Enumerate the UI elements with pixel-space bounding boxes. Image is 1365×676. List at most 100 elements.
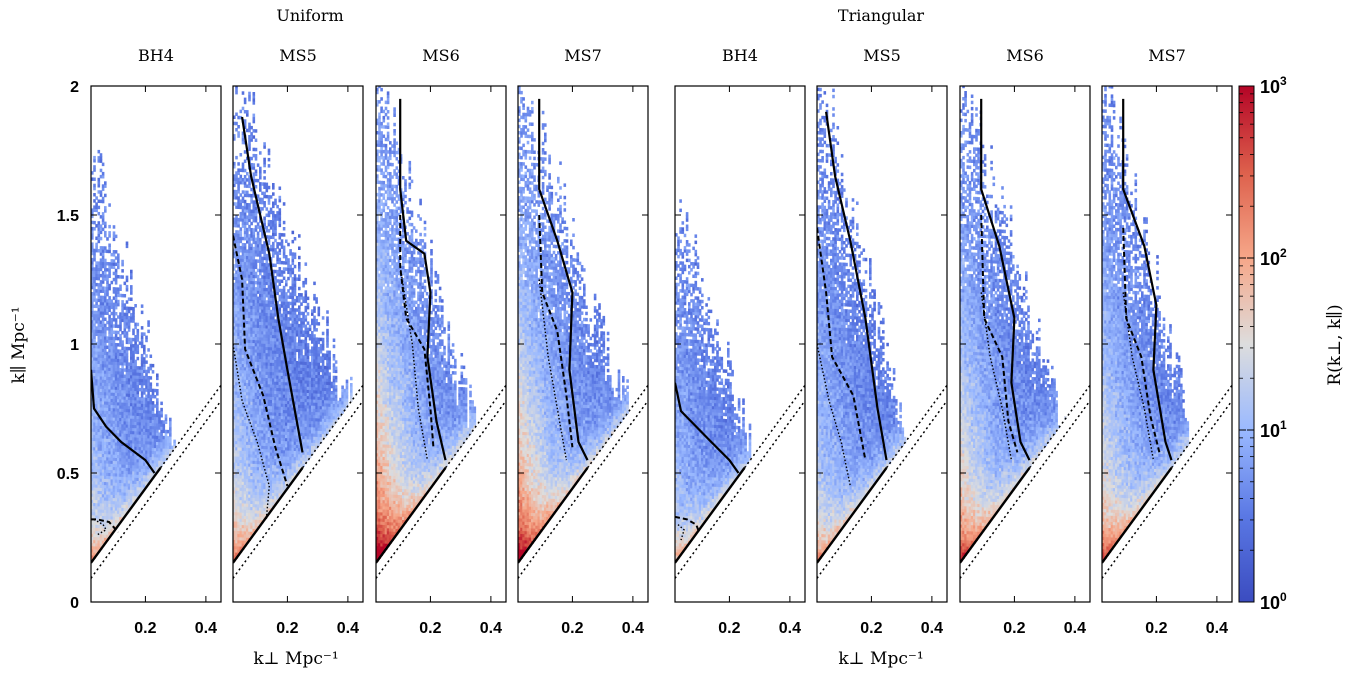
panel-8: MS7 0.2 0.4 <box>1101 46 1233 637</box>
group-title-triangular: Triangular <box>838 6 924 25</box>
x-tick-label: 0.4 <box>1064 620 1086 637</box>
panel-title: MS7 <box>564 46 602 65</box>
contour-solid <box>1122 98 1173 461</box>
contour-dotted <box>1122 292 1155 461</box>
x-tick-label: 0.4 <box>921 620 943 637</box>
panel-6: MS5 0.2 0.4 <box>816 46 948 637</box>
horizon-lines <box>518 98 648 579</box>
x-tick-label: 0.2 <box>860 620 882 637</box>
x-tick-label: 0.4 <box>195 620 217 637</box>
x-tick-label: 0.4 <box>1206 620 1228 637</box>
panel-1: BH4 0.2 0.4 0 0.5 1 1.5 2 <box>57 46 222 637</box>
panel-4: MS7 0.2 0.4 <box>517 46 649 637</box>
contour-dotted <box>93 518 108 536</box>
contour-dotted <box>677 524 685 541</box>
x-tick-label: 0.4 <box>779 620 801 637</box>
x-tick-label: 0.4 <box>622 620 644 637</box>
panel-2: MS5 0.2 0.4 <box>232 46 364 637</box>
horizon-solid-line <box>817 467 888 564</box>
heatmap-cells <box>817 87 907 562</box>
panel-title: MS7 <box>1148 46 1186 65</box>
y-tick-label: 0.5 <box>57 466 79 483</box>
x-tick-label: 0.2 <box>1003 620 1025 637</box>
panel-title: MS5 <box>279 46 317 65</box>
horizon-lines <box>91 369 221 579</box>
horizon-solid-line <box>1102 467 1173 564</box>
x-axis-label-triangular: k⊥ Mpc⁻¹ <box>838 649 923 669</box>
contour-dotted <box>817 343 851 487</box>
contour-solid <box>675 382 740 474</box>
panel-title: MS6 <box>422 46 460 65</box>
y-axis-label: k∥ Mpc⁻¹ <box>9 306 29 383</box>
contour-dashed <box>1122 227 1161 453</box>
contour-dashed <box>675 515 701 533</box>
x-axis-label-uniform: k⊥ Mpc⁻¹ <box>253 649 338 669</box>
horizon-solid-line <box>91 467 162 564</box>
colorbar-gradient <box>1238 85 1255 603</box>
horizon-solid-line <box>518 467 589 564</box>
contour-dotted <box>399 266 429 461</box>
horizon-lines <box>1102 98 1232 579</box>
contour-solid <box>825 111 888 461</box>
x-tick-label: 0.4 <box>337 620 359 637</box>
horizon-lines <box>233 116 363 579</box>
x-tick-label: 0.2 <box>276 620 298 637</box>
contour-dashed <box>233 235 289 487</box>
horizon-extension-line <box>743 384 805 469</box>
heatmap-cells <box>518 86 629 562</box>
panel-3: MS6 0.2 0.4 <box>375 46 507 637</box>
horizon-solid-line <box>233 467 304 564</box>
colorbar-tick-label: 102 <box>1260 246 1287 269</box>
contour-solid <box>91 369 156 474</box>
panel-7: MS6 0.2 0.4 <box>959 46 1091 637</box>
colorbar-tick-label: 103 <box>1260 74 1287 97</box>
x-tick-label: 0.2 <box>561 620 583 637</box>
x-tick-label: 0.2 <box>718 620 740 637</box>
horizon-lines <box>376 98 506 579</box>
group-title-uniform: Uniform <box>276 6 343 25</box>
horizon-solid-line <box>675 467 746 564</box>
heatmap-cells <box>91 149 176 562</box>
contour-solid <box>241 116 304 453</box>
y-tick-label: 0 <box>70 595 79 612</box>
contour-solid <box>980 98 1031 461</box>
horizon-solid-line <box>960 467 1031 564</box>
colorbar-tick-label: 100 <box>1260 590 1287 613</box>
contour-dashed <box>817 227 867 461</box>
contour-solid <box>538 98 589 461</box>
horizon-lines <box>817 111 947 579</box>
panel-title: BH4 <box>722 46 758 65</box>
panels: BH4 0.2 0.4 0 0.5 1 1.5 2 MS5 0.2 0.4 MS6 0.2 0.4 MS7 0… <box>57 46 1233 637</box>
group-titles: Uniform Triangular <box>276 6 924 25</box>
heatmap-cells <box>376 86 477 562</box>
contour-dashed <box>538 214 574 448</box>
panel-title: MS5 <box>863 46 901 65</box>
contour-dotted <box>233 343 271 520</box>
y-tick-label: 1 <box>70 337 79 354</box>
colorbar: 100 101 102 103 <box>1238 74 1287 613</box>
colorbar-tick-label: 101 <box>1260 418 1287 441</box>
panel-title: MS6 <box>1006 46 1044 65</box>
contour-dashed <box>399 215 435 448</box>
horizon-solid-line <box>376 467 447 564</box>
x-tick-label: 0.2 <box>134 620 156 637</box>
heatmap-cells <box>960 86 1067 562</box>
contour-dotted <box>980 292 1013 461</box>
contour-dotted <box>538 279 568 461</box>
contour-solid <box>399 98 447 461</box>
panel-5: BH4 0.2 0.4 <box>674 46 806 637</box>
colorbar-label: R(k⊥, k∥) <box>1325 304 1345 385</box>
horizon-lines <box>675 382 805 579</box>
y-tick-label: 1.5 <box>57 208 79 225</box>
heatmap-cells <box>675 199 752 562</box>
horizon-lines <box>960 98 1090 579</box>
x-tick-label: 0.2 <box>419 620 441 637</box>
x-tick-label: 0.2 <box>1145 620 1167 637</box>
contour-dashed <box>980 214 1019 453</box>
panel-title: BH4 <box>138 46 174 65</box>
heatmap-cells <box>233 86 353 562</box>
x-tick-label: 0.4 <box>480 620 502 637</box>
heatmap-cells <box>1102 86 1190 562</box>
y-tick-label: 2 <box>70 79 79 96</box>
